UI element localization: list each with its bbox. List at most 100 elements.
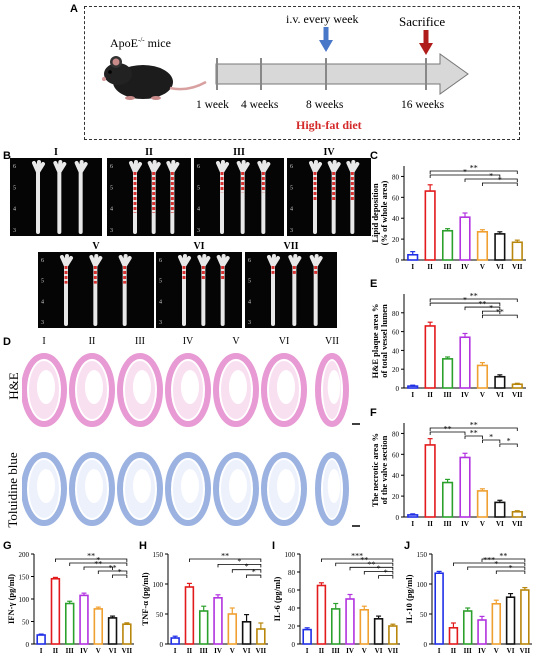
bar-VII [520, 589, 530, 645]
scale-tick: 6 [290, 164, 293, 170]
aorta-photo-V: 6 5 4 3 [38, 252, 154, 328]
scale-tick: 3 [197, 228, 200, 234]
y-tick-label: 50 [22, 619, 30, 627]
scale-tick: 3 [13, 228, 16, 234]
scale-tick: 4 [159, 299, 162, 305]
bar-VII [122, 623, 132, 645]
aorta-image-IV: 6 5 4 3 [290, 160, 360, 234]
timeline-frame [84, 6, 520, 140]
bar-IV [345, 598, 355, 645]
bar-VI [373, 618, 384, 645]
bar-V [476, 231, 489, 261]
y-tick-label: 80 [288, 569, 296, 577]
y-tick-label: 20 [288, 623, 296, 631]
significance-label: *** [351, 552, 363, 561]
vessel-section [213, 353, 259, 427]
y-tick-label: 60 [392, 329, 400, 337]
iv-arrow-shaft [323, 27, 329, 41]
bar-I [407, 253, 419, 261]
significance-label: ** [444, 425, 452, 434]
bar-V [476, 490, 489, 518]
x-tick-label: I [438, 647, 441, 655]
bar-III [441, 358, 454, 389]
lumen [327, 370, 341, 404]
significance-label: * [463, 168, 467, 177]
x-tick-label: II [427, 520, 433, 528]
mouse-icon [102, 56, 207, 100]
significance-bracket [467, 566, 526, 570]
scale-tick: 4 [290, 207, 293, 213]
stain-label-he: H&E [6, 372, 21, 400]
y-tick-label: 20 [392, 493, 400, 501]
x-tick-label: IV [346, 647, 354, 655]
bar-II [424, 190, 436, 261]
bar-V [359, 609, 370, 645]
bar-V [476, 364, 489, 389]
y-tick-label: 100 [417, 581, 428, 589]
significance-label: * [118, 568, 122, 577]
significance-label: * [377, 564, 381, 573]
lumen [229, 469, 247, 503]
bar-IV [459, 456, 471, 518]
bar-VII [388, 625, 398, 645]
scale-tick: 4 [13, 207, 16, 213]
y-tick-label: 100 [285, 551, 296, 559]
y-axis-label: The necrotic area % [370, 433, 380, 507]
y-tick-label: 20 [392, 366, 400, 374]
bar-IV [477, 619, 487, 645]
significance-bracket [97, 570, 128, 574]
significance-bracket [429, 431, 466, 435]
y-axis-label: Lipid deposition [370, 183, 380, 243]
x-tick-label: VI [243, 647, 251, 655]
iv-arrow-head [319, 40, 333, 52]
panel-label-i: I [272, 540, 276, 552]
x-tick-label: II [427, 391, 433, 399]
lumen [133, 469, 151, 503]
bar-VI [107, 617, 118, 645]
y-tick-label: 60 [288, 587, 296, 595]
bar-II [184, 586, 195, 645]
scale-tick: 6 [248, 258, 251, 264]
bar-III [441, 481, 454, 518]
aorta-vessel [74, 160, 88, 234]
significance-bracket [378, 575, 394, 579]
x-tick-label: IV [214, 647, 222, 655]
significance-bracket [349, 566, 394, 571]
significance-bracket [246, 574, 262, 579]
significance-bracket [482, 182, 518, 186]
aorta-vessel [216, 160, 229, 234]
x-tick-label: II [451, 647, 457, 655]
panel-label-f: F [370, 407, 377, 419]
vessel-section [22, 353, 67, 427]
scale-tick: 6 [41, 258, 44, 264]
significance-bracket [429, 298, 518, 302]
x-tick-label: III [464, 647, 472, 655]
stain-label-toluidine: Toluidine blue [5, 452, 20, 528]
y-tick-label: 50 [420, 611, 428, 619]
panel-label-g: G [3, 540, 12, 552]
significance-bracket [363, 571, 394, 575]
vessel-section [69, 452, 115, 526]
bar-III [198, 610, 209, 645]
significance-bracket [217, 563, 262, 568]
x-tick-label: III [200, 647, 208, 655]
scale-tick: 4 [41, 299, 44, 305]
aorta-vessel [257, 160, 271, 234]
x-tick-label: IV [461, 263, 469, 271]
bar-I [407, 385, 419, 389]
y-tick-label: 20 [392, 236, 400, 244]
iv-arrow-icon [319, 27, 333, 52]
sacrifice-label: Sacrifice [399, 14, 446, 29]
scale-tick: 3 [290, 228, 293, 234]
significance-label: *** [483, 556, 495, 565]
significance-bracket [429, 170, 518, 174]
y-tick-label: 100 [19, 596, 30, 604]
significance-bracket [429, 302, 501, 307]
bar-IV [459, 216, 471, 261]
aorta-photo-III: 6 5 4 3 [194, 158, 284, 236]
significance-bracket [482, 439, 501, 443]
significance-label: ** [470, 164, 478, 173]
bar-IV [459, 336, 471, 389]
bar-I [302, 628, 312, 645]
